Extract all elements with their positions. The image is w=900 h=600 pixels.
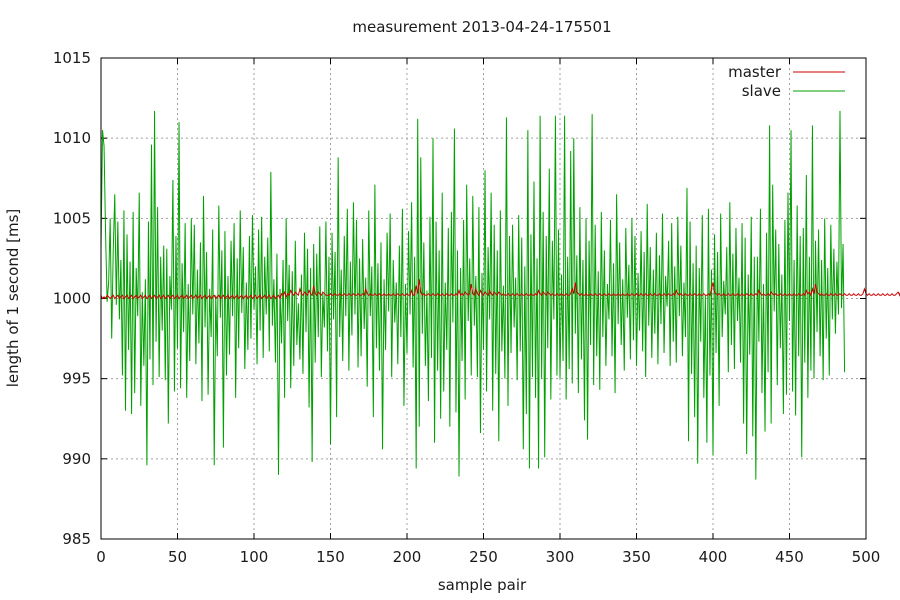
y-tick-label: 1005	[53, 209, 91, 227]
x-tick-label: 500	[852, 548, 881, 566]
x-tick-label: 0	[96, 548, 106, 566]
y-tick-label: 1010	[53, 129, 91, 147]
y-tick-label: 1000	[53, 290, 91, 308]
y-tick-label: 985	[62, 530, 91, 548]
x-tick-label: 350	[622, 548, 651, 566]
series-line-master	[100, 279, 900, 300]
x-tick-label: 100	[240, 548, 269, 566]
legend-label-master: master	[728, 63, 782, 81]
x-tick-label: 400	[699, 548, 728, 566]
series-line-slave	[100, 110, 846, 480]
y-tick-label: 990	[62, 450, 91, 468]
y-tick-label: 1015	[53, 49, 91, 67]
axis-tick-labels: 0 50 100 150 200 250 300 350 400 450 500 985 990 995 1…	[53, 49, 881, 566]
data-series	[100, 110, 900, 480]
x-tick-label: 450	[775, 548, 804, 566]
x-tick-label: 150	[316, 548, 345, 566]
x-axis-label: sample pair	[438, 576, 527, 594]
x-tick-label: 250	[469, 548, 498, 566]
y-tick-label: 995	[62, 370, 91, 388]
x-tick-label: 200	[393, 548, 422, 566]
y-axis-label: length of 1 second [ms]	[4, 209, 22, 388]
chart-title: measurement 2013-04-24-175501	[352, 18, 611, 36]
plot-frame	[100, 57, 867, 540]
x-tick-label: 300	[546, 548, 575, 566]
x-tick-label: 50	[168, 548, 187, 566]
legend-label-slave: slave	[742, 82, 781, 100]
